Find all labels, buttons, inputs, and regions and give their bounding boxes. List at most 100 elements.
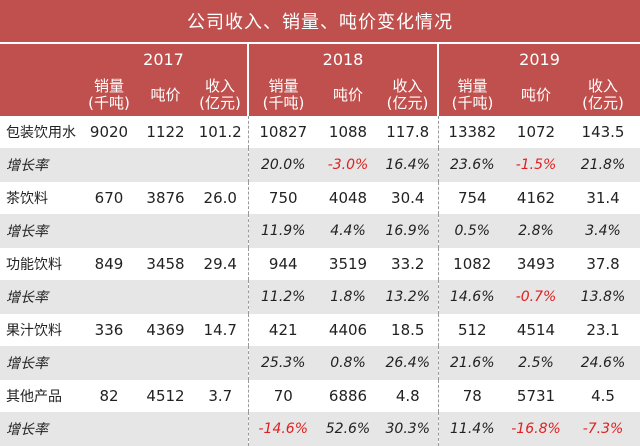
table-cell: 3.7: [208, 387, 233, 405]
table-cell: 9020: [89, 123, 129, 141]
table-body: 包装饮用水 9020 1122 101.2 10827 1088 117.8 13382 107…: [0, 116, 640, 446]
table-cell: 3458: [146, 255, 185, 273]
growth-cell: 16.4%: [378, 148, 439, 182]
growth-cell: 24.6%: [566, 346, 640, 380]
growth-cell: [80, 280, 138, 314]
growth-label: 增长率: [0, 280, 80, 314]
table-cell: 1082: [437, 248, 507, 280]
table-cell: 33.2: [391, 255, 425, 273]
table-cell: 5731: [516, 387, 556, 405]
table-cell: 1122: [146, 123, 185, 141]
growth-row: 增长率 -14.6% 52.6% 30.3% 11.4% -16.8% -7.3%: [0, 412, 640, 446]
row-label: 茶饮料: [6, 191, 48, 207]
growth-cell: [80, 148, 138, 182]
table-cell: 117.8: [386, 123, 430, 141]
growth-cell: -14.6%: [247, 412, 318, 446]
growth-row: 增长率 11.9% 4.4% 16.9% 0.5% 2.8% 3.4%: [0, 214, 640, 248]
table-cell: 23.1: [586, 321, 620, 339]
row-label: 包装饮用水: [6, 125, 76, 141]
table-cell: 4.5: [591, 387, 615, 405]
column-header: 收入 (亿元): [566, 74, 640, 116]
growth-cell: [80, 346, 138, 380]
table-cell: 4512: [146, 387, 185, 405]
growth-cell: 52.6%: [318, 412, 378, 446]
growth-label: 增长率: [0, 346, 80, 380]
growth-cell: -1.5%: [506, 148, 567, 182]
column-header: 收入 (亿元): [193, 74, 248, 116]
growth-cell: [138, 280, 193, 314]
table-cell: 13382: [437, 116, 507, 148]
growth-cell: -16.8%: [506, 412, 567, 446]
column-header: 销量 (千吨): [80, 74, 138, 116]
year-header: 2018: [246, 44, 439, 74]
growth-cell: 25.3%: [247, 346, 318, 380]
growth-cell: [138, 214, 193, 248]
growth-row: 增长率 20.0% -3.0% 16.4% 23.6% -1.5% 21.8%: [0, 148, 640, 182]
growth-cell: 0.5%: [437, 214, 507, 248]
growth-cell: 13.2%: [378, 280, 439, 314]
table-cell: 1088: [328, 123, 368, 141]
table-cell: 4.8: [395, 387, 420, 405]
row-label: 其他产品: [6, 389, 62, 405]
table-cell: 4514: [516, 321, 556, 339]
table-cell: 4369: [146, 321, 185, 339]
table-row: 果汁饮料 336 4369 14.7 421 4406 18.5 512 4514 23.1: [0, 314, 640, 346]
table-cell: 18.5: [391, 321, 425, 339]
table-cell: 1072: [516, 123, 556, 141]
table-cell: 754: [437, 182, 507, 214]
row-label: 功能饮料: [6, 257, 62, 273]
growth-row: 增长率 11.2% 1.8% 13.2% 14.6% -0.7% 13.8%: [0, 280, 640, 314]
table-cell: 849: [94, 255, 124, 273]
table-cell: 3876: [146, 189, 185, 207]
growth-label: 增长率: [0, 148, 80, 182]
table-cell: 512: [437, 314, 507, 346]
growth-cell: [193, 412, 248, 446]
table-cell: 4406: [328, 321, 368, 339]
growth-cell: [138, 346, 193, 380]
growth-cell: [80, 214, 138, 248]
growth-cell: 21.6%: [437, 346, 507, 380]
growth-cell: -7.3%: [566, 412, 640, 446]
table-cell: 4048: [328, 189, 368, 207]
column-header-row: 销量 (千吨) 吨价 收入 (亿元) 销量 (千吨) 吨价 收入 (亿元) 销量 (千吨) 吨…: [0, 74, 640, 116]
growth-cell: 11.2%: [247, 280, 318, 314]
table-cell: 37.8: [586, 255, 620, 273]
table-cell: 82: [99, 387, 119, 405]
table-row: 功能饮料 849 3458 29.4 944 3519 33.2 1082 3493 37.8: [0, 248, 640, 280]
table-cell: 101.2: [198, 123, 242, 141]
growth-label: 增长率: [0, 214, 80, 248]
growth-cell: 2.8%: [506, 214, 567, 248]
growth-cell: [193, 148, 248, 182]
table-cell: 4162: [516, 189, 556, 207]
table-row: 包装饮用水 9020 1122 101.2 10827 1088 117.8 13382 107…: [0, 116, 640, 148]
year-header: 2017: [80, 44, 248, 74]
data-table: 2017 2018 2019 销量 (千吨) 吨价 收入 (亿元) 销量 (千吨) 吨价…: [0, 44, 640, 446]
growth-cell: 2.5%: [506, 346, 567, 380]
table-cell: 31.4: [586, 189, 620, 207]
growth-cell: 13.8%: [566, 280, 640, 314]
table-cell: 29.4: [203, 255, 237, 273]
growth-cell: 11.9%: [247, 214, 318, 248]
growth-cell: 3.4%: [566, 214, 640, 248]
growth-row: 增长率 25.3% 0.8% 26.4% 21.6% 2.5% 24.6%: [0, 346, 640, 380]
table-cell: 670: [94, 189, 124, 207]
column-header: 销量 (千吨): [437, 74, 507, 116]
growth-label: 增长率: [0, 412, 80, 446]
table-cell: 26.0: [203, 189, 237, 207]
table-cell: 78: [437, 380, 507, 412]
growth-cell: -0.7%: [506, 280, 567, 314]
growth-cell: 14.6%: [437, 280, 507, 314]
column-header: 吨价: [506, 74, 567, 116]
growth-cell: [80, 412, 138, 446]
growth-cell: 26.4%: [378, 346, 439, 380]
growth-cell: 20.0%: [247, 148, 318, 182]
growth-cell: 0.8%: [318, 346, 378, 380]
growth-cell: [138, 148, 193, 182]
growth-cell: 1.8%: [318, 280, 378, 314]
growth-cell: [138, 412, 193, 446]
table-row: 茶饮料 670 3876 26.0 750 4048 30.4 754 4162 31.4: [0, 182, 640, 214]
column-header: 销量 (千吨): [247, 74, 318, 116]
table-title: 公司收入、销量、吨价变化情况: [0, 0, 640, 42]
growth-cell: 16.9%: [378, 214, 439, 248]
table-cell: 3493: [516, 255, 556, 273]
